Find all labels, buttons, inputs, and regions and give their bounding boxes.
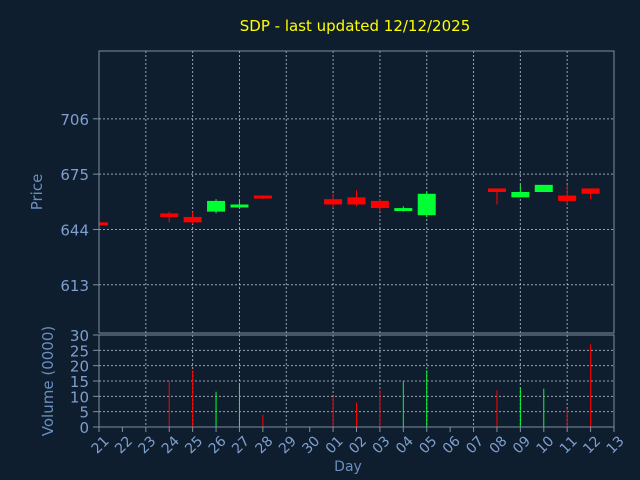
x-tick-label: 23: [136, 433, 160, 457]
candle-body-26: [207, 200, 226, 212]
x-tick-label: 03: [370, 433, 394, 457]
candle-body-28: [253, 195, 272, 199]
candle-body-03: [370, 200, 389, 209]
price-axis-ticks: 706 675 644 613: [60, 111, 99, 295]
x-tick-label: 27: [229, 433, 253, 457]
volume-tick-label: 20: [70, 358, 89, 376]
volume-tick-label: 30: [70, 327, 89, 345]
candle-body-01: [324, 199, 343, 205]
volume-tick-label: 25: [70, 342, 89, 360]
candle-body-02: [347, 197, 366, 205]
x-tick-label: 28: [253, 433, 277, 457]
price-tick-label: 675: [60, 166, 89, 184]
x-tick-label: 07: [463, 433, 487, 457]
candle-body-12: [581, 188, 600, 194]
x-tick-label: 05: [416, 433, 440, 457]
volume-tick-label: 15: [70, 373, 89, 391]
x-tick-label: 13: [604, 433, 628, 457]
candle-body-21: [99, 222, 108, 226]
price-plot-frame: [98, 50, 615, 334]
chart-title: SDP - last updated 12/12/2025: [240, 17, 471, 35]
candle-body-10: [534, 184, 553, 192]
volume-axis-label: Volume (0000): [39, 326, 57, 436]
volume-marks: [168, 344, 592, 427]
x-tick-label: 11: [557, 433, 581, 457]
candle-body-25: [183, 216, 202, 223]
x-tick-label: 25: [182, 433, 206, 457]
volume-tick-label: 10: [70, 388, 89, 406]
x-axis-ticks: 21 22 23 24 25 26 27 28 29 30 01 02 03 04 05 06 07 08 09 10…: [89, 427, 628, 457]
x-tick-label: 29: [276, 433, 300, 457]
x-tick-label: 09: [510, 433, 534, 457]
x-tick-label: 08: [487, 433, 511, 457]
volume-tick-label: 5: [79, 404, 89, 422]
candle-body-09: [511, 192, 530, 198]
x-tick-label: 04: [393, 433, 417, 457]
x-tick-label: 01: [323, 433, 347, 457]
price-tick-label: 706: [60, 111, 89, 129]
x-tick-label: 24: [159, 433, 183, 457]
candle-body-05: [417, 193, 436, 216]
x-tick-label: 30: [299, 433, 323, 457]
candle-body-08: [487, 188, 506, 192]
price-marks: [98, 184, 600, 226]
candle-body-11: [558, 195, 577, 201]
x-tick-label: 12: [580, 433, 604, 457]
candle-body-04: [394, 208, 413, 212]
price-tick-label: 613: [60, 277, 89, 295]
price-tick-label: 644: [60, 221, 89, 239]
volume-tick-label: 0: [79, 419, 89, 437]
candle-body-27: [230, 204, 249, 208]
x-tick-label: 02: [346, 433, 370, 457]
candle-body-24: [160, 213, 179, 217]
x-tick-label: 21: [89, 433, 113, 457]
x-tick-label: 22: [112, 433, 136, 457]
x-axis-label: Day: [334, 459, 362, 475]
x-tick-label: 06: [440, 433, 464, 457]
price-axis-label: Price: [28, 174, 46, 211]
x-tick-label: 10: [533, 433, 557, 457]
x-tick-label: 26: [206, 433, 230, 457]
